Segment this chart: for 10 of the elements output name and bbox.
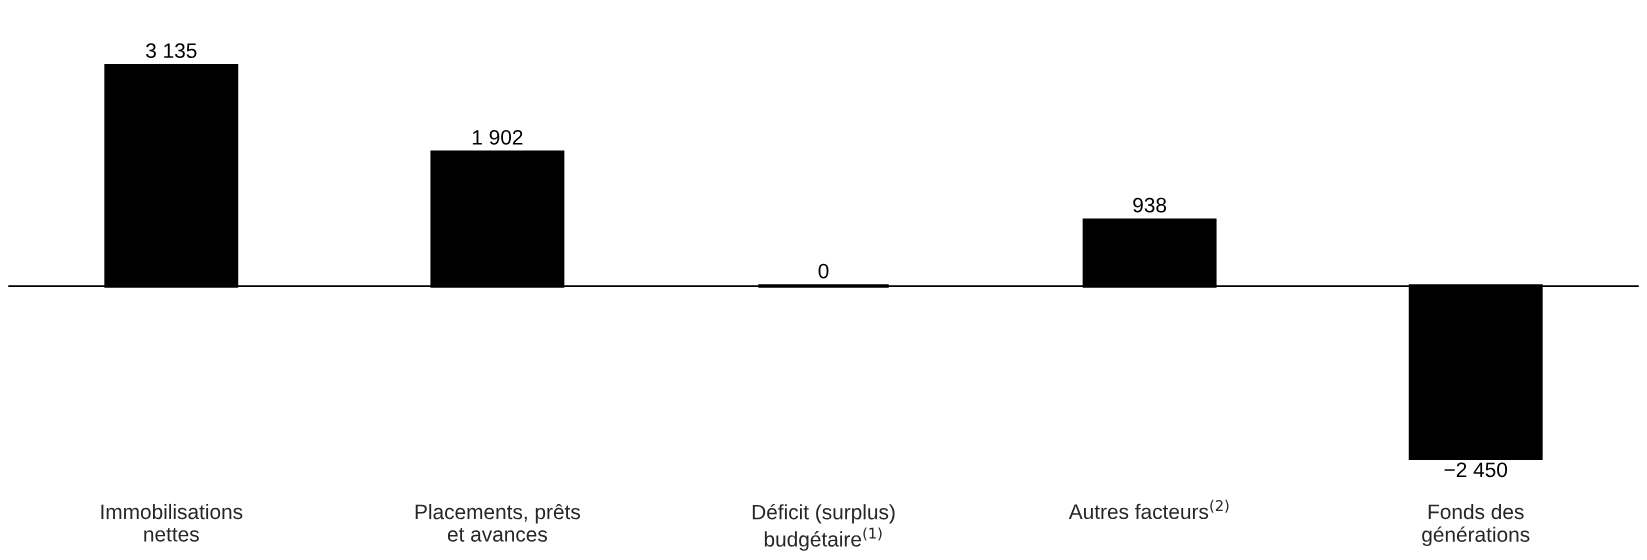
x-tick-label: Fonds des générations xyxy=(1422,503,1530,547)
data-label: 938 xyxy=(1133,197,1167,213)
data-label: 3 135 xyxy=(146,43,197,59)
data-label: 0 xyxy=(818,263,829,279)
x-tick-label: Autres facteurs$^{(2)}$ xyxy=(1068,499,1229,520)
x-tick-label: Placements, prêts et avances xyxy=(415,503,581,542)
x-tick-label: Immobilisations nettes xyxy=(101,503,243,542)
x-tick-label: Déficit (surplus) budgétaire$^{(1)}$ xyxy=(752,503,895,551)
data-label: 1 902 xyxy=(472,129,523,145)
data-label: −2 450 xyxy=(1444,462,1508,478)
